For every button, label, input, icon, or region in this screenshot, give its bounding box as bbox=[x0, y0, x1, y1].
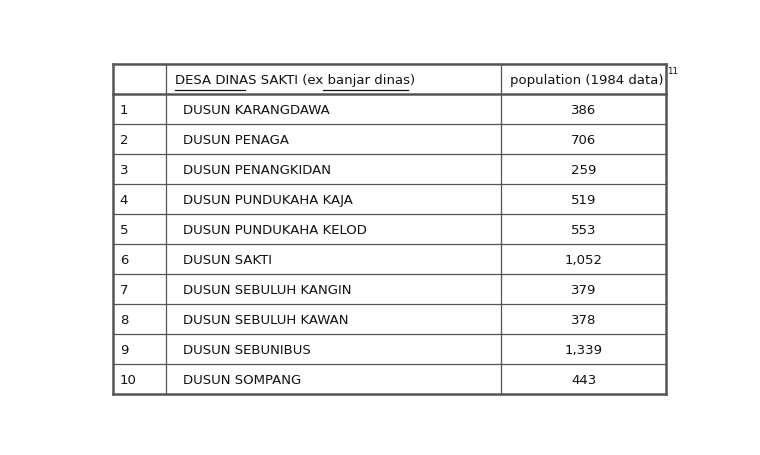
Text: 4: 4 bbox=[120, 193, 128, 206]
Text: DUSUN SOMPANG: DUSUN SOMPANG bbox=[183, 373, 302, 386]
Text: 11: 11 bbox=[667, 66, 678, 76]
Text: DUSUN KARANGDAWA: DUSUN KARANGDAWA bbox=[183, 104, 330, 116]
Text: 7: 7 bbox=[120, 283, 128, 296]
Text: 706: 706 bbox=[572, 133, 597, 147]
Text: 386: 386 bbox=[572, 104, 597, 116]
Text: DUSUN SEBULUH KAWAN: DUSUN SEBULUH KAWAN bbox=[183, 313, 349, 326]
Text: 2: 2 bbox=[120, 133, 128, 147]
Text: DUSUN SEBUNIBUS: DUSUN SEBUNIBUS bbox=[183, 343, 311, 356]
Text: DUSUN SEBULUH KANGIN: DUSUN SEBULUH KANGIN bbox=[183, 283, 352, 296]
Text: 1,339: 1,339 bbox=[565, 343, 603, 356]
Text: 519: 519 bbox=[572, 193, 597, 206]
Text: 8: 8 bbox=[120, 313, 128, 326]
Text: 378: 378 bbox=[572, 313, 597, 326]
Text: DUSUN PUNDUKAHA KELOD: DUSUN PUNDUKAHA KELOD bbox=[183, 223, 367, 236]
Text: 553: 553 bbox=[571, 223, 597, 236]
Text: 1,052: 1,052 bbox=[565, 253, 603, 266]
Text: 443: 443 bbox=[572, 373, 597, 386]
Text: population (1984 data): population (1984 data) bbox=[510, 74, 663, 86]
Text: 9: 9 bbox=[120, 343, 128, 356]
Text: DESA DINAS SAKTI (ex banjar dinas): DESA DINAS SAKTI (ex banjar dinas) bbox=[175, 74, 415, 86]
Text: DUSUN PUNDUKAHA KAJA: DUSUN PUNDUKAHA KAJA bbox=[183, 193, 353, 206]
Text: 5: 5 bbox=[120, 223, 128, 236]
Text: 259: 259 bbox=[572, 163, 597, 177]
Text: 3: 3 bbox=[120, 163, 128, 177]
Text: DUSUN PENAGA: DUSUN PENAGA bbox=[183, 133, 290, 147]
Text: 10: 10 bbox=[120, 373, 137, 386]
Text: DUSUN SAKTI: DUSUN SAKTI bbox=[183, 253, 272, 266]
Text: 379: 379 bbox=[572, 283, 597, 296]
Text: 1: 1 bbox=[120, 104, 128, 116]
Text: 6: 6 bbox=[120, 253, 128, 266]
Text: DUSUN PENANGKIDAN: DUSUN PENANGKIDAN bbox=[183, 163, 331, 177]
